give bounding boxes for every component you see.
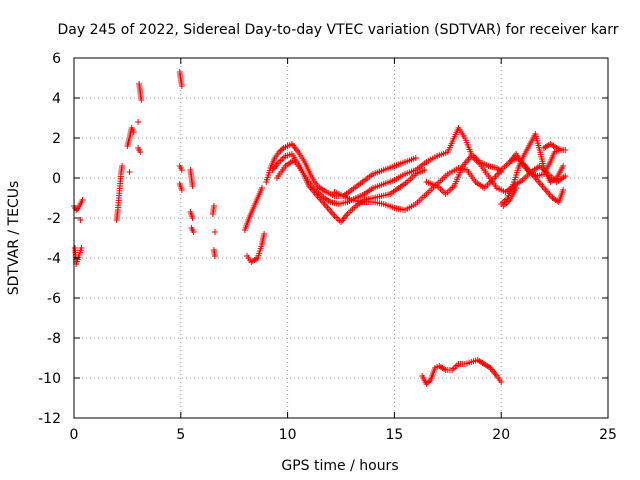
- data-point: [560, 187, 567, 193]
- data-point: [135, 119, 142, 125]
- x-tick-label: 25: [599, 427, 617, 443]
- data-point: [211, 229, 218, 235]
- grid: [74, 58, 608, 418]
- data-point: [493, 165, 500, 171]
- y-tick-label: 6: [52, 51, 61, 67]
- chart-title: Day 245 of 2022, Sidereal Day-to-day VTE…: [58, 22, 619, 38]
- data-point: [562, 173, 569, 179]
- data-point: [498, 379, 505, 385]
- plot-frame: [73, 57, 609, 419]
- data-point: [211, 253, 218, 259]
- data-point: [78, 245, 85, 251]
- x-tick-label: 20: [492, 427, 510, 443]
- y-tick-label: 0: [52, 171, 61, 187]
- y-tick-label: -6: [47, 291, 61, 307]
- y-tick-label: -2: [47, 211, 61, 227]
- data-point: [276, 149, 283, 155]
- data-point: [560, 163, 567, 169]
- data-point: [426, 378, 433, 385]
- data-point: [137, 149, 144, 155]
- data-point: [138, 97, 145, 103]
- y-tick-label: 4: [52, 91, 61, 107]
- data-point: [513, 185, 520, 191]
- data-point: [178, 167, 185, 173]
- y-tick-label: -10: [38, 371, 61, 387]
- data-point: [424, 379, 431, 386]
- data-points: [71, 69, 569, 387]
- y-axis-label: SDTVAR / TECUs: [6, 181, 22, 296]
- data-point: [258, 185, 265, 191]
- data-point: [178, 83, 185, 89]
- x-tick-label: 5: [176, 427, 185, 443]
- data-point: [79, 197, 86, 203]
- data-point: [560, 147, 567, 153]
- y-tick-label: -12: [38, 411, 61, 427]
- y-tick-labels: -12 -10 -8 -6 -4 -2 0 2 4 6: [38, 51, 61, 427]
- axis-ticks: [73, 57, 609, 419]
- data-point: [277, 147, 284, 154]
- data-point: [119, 163, 126, 169]
- data-point: [423, 381, 430, 387]
- x-axis-label: GPS time / hours: [281, 458, 398, 474]
- data-point: [77, 217, 84, 223]
- data-point: [178, 187, 185, 193]
- data-point: [126, 169, 133, 175]
- data-point: [421, 167, 428, 173]
- data-point: [130, 129, 137, 135]
- x-tick-labels: 0 5 10 15 20 25: [70, 427, 617, 443]
- y-tick-label: -8: [47, 331, 61, 347]
- x-tick-label: 0: [70, 427, 79, 443]
- data-point: [278, 146, 285, 153]
- x-tick-label: 10: [279, 427, 297, 443]
- y-tick-label: -4: [47, 251, 61, 267]
- data-point: [189, 215, 196, 221]
- data-point: [261, 231, 268, 237]
- x-tick-label: 15: [385, 427, 403, 443]
- data-point: [210, 203, 217, 209]
- data-point: [189, 183, 196, 189]
- data-point: [412, 155, 419, 161]
- y-tick-label: 2: [52, 131, 61, 147]
- data-point: [190, 229, 197, 235]
